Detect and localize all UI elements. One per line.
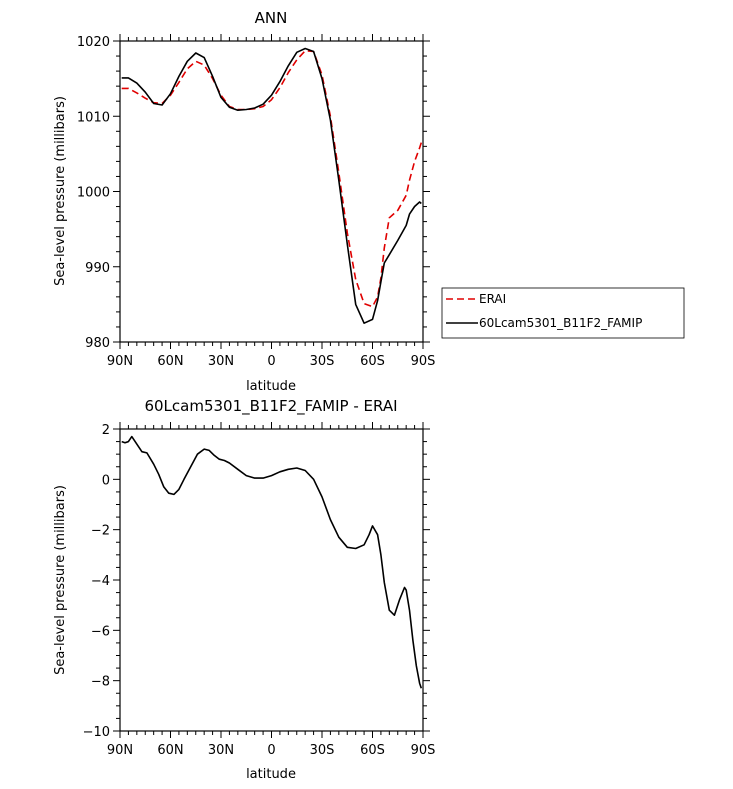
top-chart-title: ANN xyxy=(255,9,288,27)
top-x-tick-label: 30S xyxy=(310,354,335,369)
legend-box xyxy=(441,287,685,339)
bottom-y-tick-label: 2 xyxy=(102,423,110,438)
top-x-tick-label: 60N xyxy=(157,354,183,369)
bottom-y-axis-label: Sea-level pressure (millibars) xyxy=(53,485,68,675)
top-x-tick-label: 30N xyxy=(208,354,234,369)
legend-label-model: 60Lcam5301_B11F2_FAMIP xyxy=(479,316,642,330)
top-y-axis-label: Sea-level pressure (millibars) xyxy=(53,96,68,286)
top-x-axis-label: latitude xyxy=(246,379,296,394)
top-x-tick-label: 0 xyxy=(267,354,275,369)
bottom-x-tick-label: 60S xyxy=(360,743,385,758)
top-y-tick-label: 1010 xyxy=(77,110,110,125)
bottom-plot-frame xyxy=(119,428,424,732)
legend-label-erai: ERAI xyxy=(479,292,506,306)
bottom-chart-title: 60Lcam5301_B11F2_FAMIP - ERAI xyxy=(144,397,397,416)
top-series-lines xyxy=(121,47,423,325)
bottom-y-tick-label: 0 xyxy=(102,473,110,488)
top-panel: ANN 90N 60N 30N 0 30S 60S 90S 980 990 1000 1010 102… xyxy=(53,9,435,394)
bottom-x-tick-label: 30N xyxy=(208,743,234,758)
bottom-x-tick-label: 90S xyxy=(411,743,436,758)
top-tick-labels: 90N 60N 30N 0 30S 60S 90S 980 990 1000 1010 1020 xyxy=(77,35,435,369)
bottom-y-tick-label: −10 xyxy=(83,725,110,740)
legend: ERAI 60Lcam5301_B11F2_FAMIP xyxy=(441,287,685,339)
top-x-tick-label: 90S xyxy=(411,354,436,369)
bottom-x-axis-label: latitude xyxy=(246,767,296,782)
bottom-y-tick-label: −6 xyxy=(91,624,110,639)
bottom-series-lines xyxy=(121,435,423,689)
bottom-y-tick-label: −4 xyxy=(91,574,110,589)
bottom-x-tick-label: 30S xyxy=(310,743,335,758)
top-series-60lcam5301-b11f2-famip xyxy=(121,47,422,325)
bottom-axis-ticks xyxy=(113,422,430,738)
top-x-tick-label: 60S xyxy=(360,354,385,369)
top-y-tick-label: 1020 xyxy=(77,35,110,50)
top-y-tick-label: 1000 xyxy=(77,186,110,201)
top-series-erai xyxy=(121,49,423,308)
top-axis-ticks xyxy=(113,34,430,349)
bottom-panel: 60Lcam5301_B11F2_FAMIP - ERAI 90N 60N 30N 0… xyxy=(53,397,435,782)
top-y-tick-label: 990 xyxy=(85,261,110,276)
top-y-tick-label: 980 xyxy=(85,336,110,351)
bottom-series-difference xyxy=(121,435,423,689)
top-x-tick-label: 90N xyxy=(107,354,133,369)
bottom-y-tick-label: −8 xyxy=(91,675,110,690)
bottom-x-tick-label: 60N xyxy=(157,743,183,758)
top-plot-frame xyxy=(119,40,424,343)
bottom-y-tick-label: −2 xyxy=(91,524,110,539)
bottom-x-tick-label: 90N xyxy=(107,743,133,758)
bottom-tick-labels: 90N 60N 30N 0 30S 60S 90S −10 −8 −6 −4 −2 0 2 xyxy=(83,423,436,758)
bottom-x-tick-label: 0 xyxy=(267,743,275,758)
